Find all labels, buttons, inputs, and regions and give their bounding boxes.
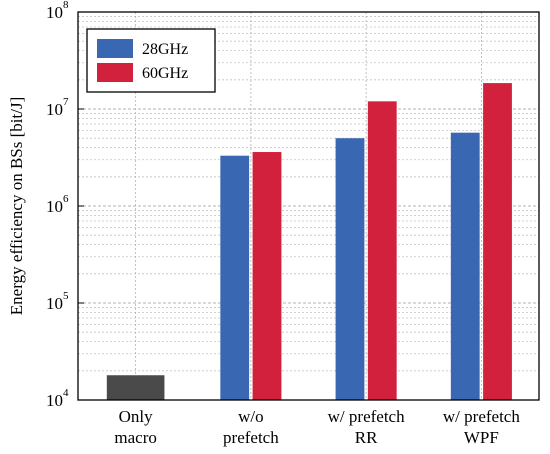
y-tick-label: 10 8 bbox=[46, 0, 69, 22]
y-tick-base: 10 bbox=[46, 3, 63, 22]
x-category-label: w/o bbox=[238, 407, 264, 426]
y-tick-exponent: 7 bbox=[63, 96, 69, 108]
y-tick-label: 10 5 bbox=[46, 290, 69, 313]
x-category-label: RR bbox=[355, 428, 378, 447]
bar-28GHz bbox=[220, 155, 250, 400]
y-tick-label: 10 6 bbox=[46, 193, 69, 216]
y-tick-base: 10 bbox=[46, 100, 63, 119]
x-category-label: w/ prefetch bbox=[328, 407, 405, 426]
x-category-label: prefetch bbox=[223, 428, 279, 447]
legend-label: 28GHz bbox=[142, 41, 188, 58]
legend-label: 60GHz bbox=[142, 65, 188, 82]
y-axis-label: Energy efficiency on BSs [bit/J] bbox=[7, 97, 26, 315]
bar-28GHz bbox=[335, 138, 365, 401]
x-category-label: w/ prefetch bbox=[443, 407, 520, 426]
x-category-label: WPF bbox=[464, 428, 499, 447]
bar-28GHz bbox=[450, 132, 480, 400]
y-tick-exponent: 8 bbox=[63, 0, 69, 11]
y-tick-exponent: 6 bbox=[63, 193, 69, 205]
legend-swatch bbox=[97, 63, 133, 82]
y-tick-base: 10 bbox=[46, 391, 63, 410]
legend: 28GHz 60GHz bbox=[86, 28, 216, 93]
bars bbox=[106, 83, 512, 401]
y-tick-label: 10 7 bbox=[46, 96, 69, 119]
x-category-label: Only bbox=[119, 407, 154, 426]
legend-box bbox=[86, 28, 216, 93]
x-category-label: macro bbox=[114, 428, 156, 447]
bar-60GHz bbox=[367, 101, 397, 400]
y-tick-exponent: 5 bbox=[63, 290, 69, 302]
y-tick-base: 10 bbox=[46, 294, 63, 313]
y-tick-label: 10 4 bbox=[46, 387, 69, 410]
bar-60GHz bbox=[252, 152, 282, 400]
bar-60GHz bbox=[483, 83, 512, 400]
y-tick-base: 10 bbox=[46, 197, 63, 216]
x-axis-categories: Only macro w/o prefetch w/ prefetch RR w/ pref… bbox=[114, 407, 520, 447]
legend-swatch bbox=[97, 39, 133, 58]
bar-baseline bbox=[106, 375, 165, 400]
y-tick-exponent: 4 bbox=[63, 387, 69, 399]
